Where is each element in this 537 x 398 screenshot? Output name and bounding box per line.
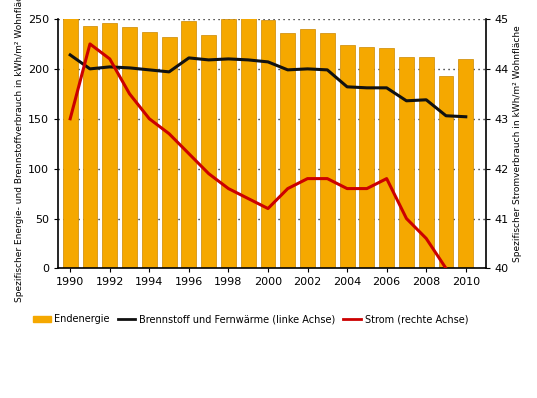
Bar	[182, 21, 197, 268]
Bar	[260, 20, 275, 268]
Bar	[142, 32, 157, 268]
Legend: Endenergie, Brennstoff und Fernwärme (linke Achse), Strom (rechte Achse): Endenergie, Brennstoff und Fernwärme (li…	[29, 310, 472, 328]
Y-axis label: Spezifischer Energie- und Brennstoffverbrauch in kWh/m² Wohnfläche: Spezifischer Energie- und Brennstoffverb…	[15, 0, 24, 302]
Bar	[162, 37, 177, 268]
Bar	[122, 27, 137, 268]
Bar	[379, 48, 394, 268]
Bar	[439, 76, 453, 268]
Bar	[201, 35, 216, 268]
Bar	[419, 57, 434, 268]
Bar	[83, 26, 97, 268]
Bar	[399, 57, 414, 268]
Bar	[320, 33, 335, 268]
Bar	[300, 29, 315, 268]
Bar	[103, 23, 117, 268]
Bar	[241, 17, 256, 268]
Bar	[459, 59, 473, 268]
Bar	[340, 45, 354, 268]
Bar	[221, 19, 236, 268]
Y-axis label: Spezifischer Stromverbrauch in kWh/m² Wohnfläche: Spezifischer Stromverbrauch in kWh/m² Wo…	[513, 25, 522, 262]
Bar	[359, 47, 374, 268]
Bar	[280, 33, 295, 268]
Bar	[63, 11, 78, 268]
